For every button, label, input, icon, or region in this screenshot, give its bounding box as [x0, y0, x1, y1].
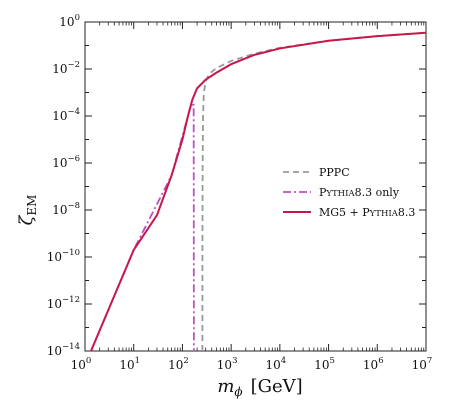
legend-label: MG5 + PYTHIA8.3	[319, 206, 415, 219]
x-tick-label: 103	[217, 356, 238, 372]
y-tick-label: 10−6	[52, 154, 80, 170]
legend-label: PPPC	[319, 166, 350, 179]
x-tick-label: 107	[412, 356, 433, 372]
x-tick-label: 101	[119, 356, 140, 372]
y-tick-label: 10−4	[52, 107, 80, 123]
y-tick-label: 100	[59, 13, 80, 29]
y-axis-label: ζEM	[16, 195, 39, 226]
ticks	[84, 21, 427, 352]
y-tick-label: 10−8	[52, 201, 80, 217]
tick-labels: 100 101 102 103 104 105 106 107 100 10−2 10−4 10−6 1…	[47, 13, 433, 372]
legend: PPPC PYTHIA8.3 only MG5 + PYTHIA8.3	[283, 166, 415, 219]
series-layer	[89, 31, 426, 351]
x-axis-label: mϕ [GeV]	[217, 376, 302, 399]
x-tick-label: 104	[266, 356, 287, 372]
y-tick-label: 10−12	[47, 295, 80, 311]
y-tick-label: 10−10	[47, 248, 80, 264]
series-line	[90, 103, 195, 351]
x-tick-label: 105	[314, 356, 335, 372]
y-tick-label: 10−2	[52, 60, 80, 76]
x-tick-label: 100	[71, 356, 92, 372]
x-tick-label: 106	[363, 356, 384, 372]
series-line	[89, 31, 426, 351]
legend-label: PYTHIA8.3 only	[319, 186, 400, 199]
x-tick-label: 102	[168, 356, 189, 372]
y-tick-label: 10−14	[47, 342, 80, 358]
